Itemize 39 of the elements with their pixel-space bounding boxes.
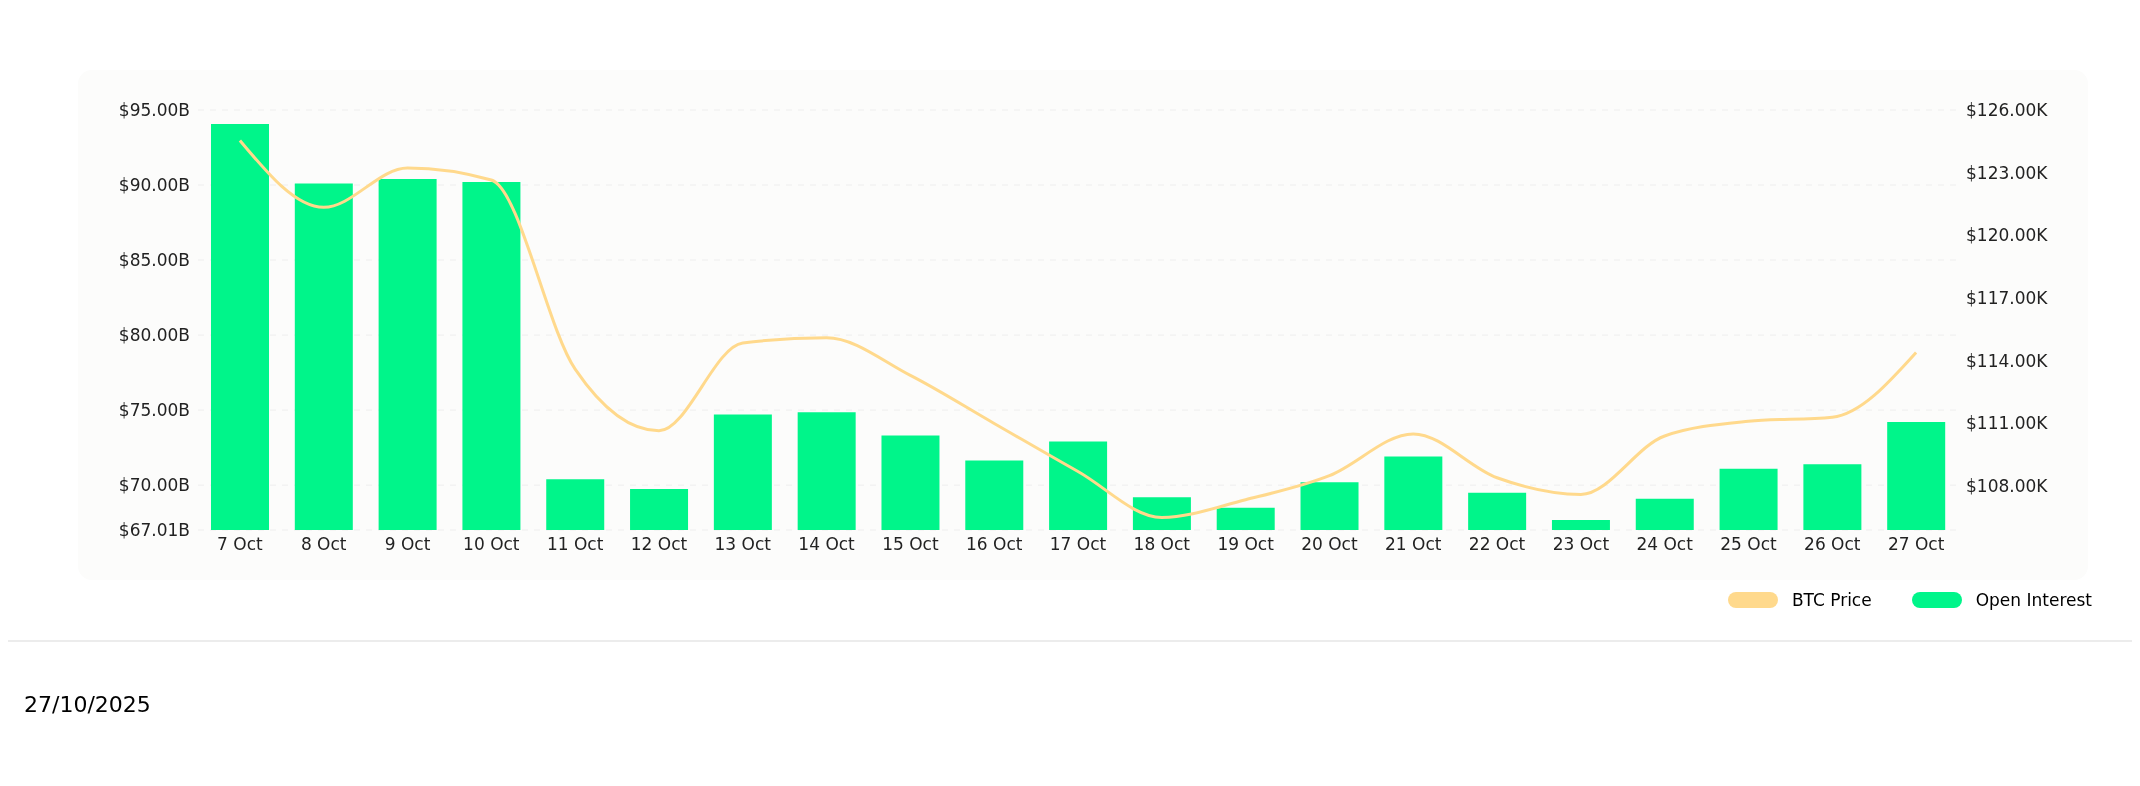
x-tick-label: 22 Oct xyxy=(1468,534,1526,555)
x-tick-label: 26 Oct xyxy=(1804,534,1861,555)
x-tick-label: 15 Oct xyxy=(882,534,939,555)
y-tick-label: $75.00B xyxy=(118,400,190,421)
x-tick-label: 17 Oct xyxy=(1049,534,1107,555)
y-tick-label: $67.01B xyxy=(118,520,190,541)
y2-tick-label: $123.00K xyxy=(1966,162,2049,183)
y2-tick-label: $117.00K xyxy=(1966,288,2049,309)
y-tick-label: $95.00B xyxy=(118,100,190,121)
line-series xyxy=(238,139,1918,519)
x-tick-label: 25 Oct xyxy=(1720,534,1778,555)
y2-tick-label: $108.00K xyxy=(1966,476,2049,497)
x-tick-label: 9 Oct xyxy=(384,534,431,555)
legend-label: Open Interest xyxy=(1975,590,2092,610)
x-tick-label: 10 Oct xyxy=(463,534,520,555)
x-tick-label: 13 Oct xyxy=(714,534,772,555)
x-tick-label: 23 Oct xyxy=(1552,534,1610,555)
x-tick-label: 27 Oct xyxy=(1887,534,1945,555)
x-tick-label: 8 Oct xyxy=(300,534,347,555)
y2-tick-label: $114.00K xyxy=(1966,350,2049,371)
text: 27/10/2025 xyxy=(24,692,152,717)
y2-tick-label: $111.00K xyxy=(1966,413,2049,434)
x-tick-label: 11 Oct xyxy=(546,534,604,555)
x-tick-label: 7 Oct xyxy=(217,534,264,555)
y2-tick-label: $120.00K xyxy=(1966,225,2049,246)
y-tick-label: $80.00B xyxy=(118,325,190,346)
y-tick-label: $70.00B xyxy=(118,475,190,496)
x-tick-label: 14 Oct xyxy=(798,534,856,555)
x-tick-label: 16 Oct xyxy=(965,534,1023,555)
x-tick-label: 19 Oct xyxy=(1217,534,1275,555)
x-tick-label: 20 Oct xyxy=(1301,534,1358,555)
x-tick-label: 18 Oct xyxy=(1133,534,1191,555)
y-tick-label: $90.00B xyxy=(118,175,190,196)
y-tick-label: $85.00B xyxy=(118,250,190,271)
legend-label: BTC Price xyxy=(1791,590,1872,610)
y2-tick-label: $126.00K xyxy=(1966,100,2049,121)
x-tick-label: 12 Oct xyxy=(630,534,688,555)
x-tick-label: 24 Oct xyxy=(1636,534,1694,555)
x-tick-label: 21 Oct xyxy=(1385,534,1442,555)
